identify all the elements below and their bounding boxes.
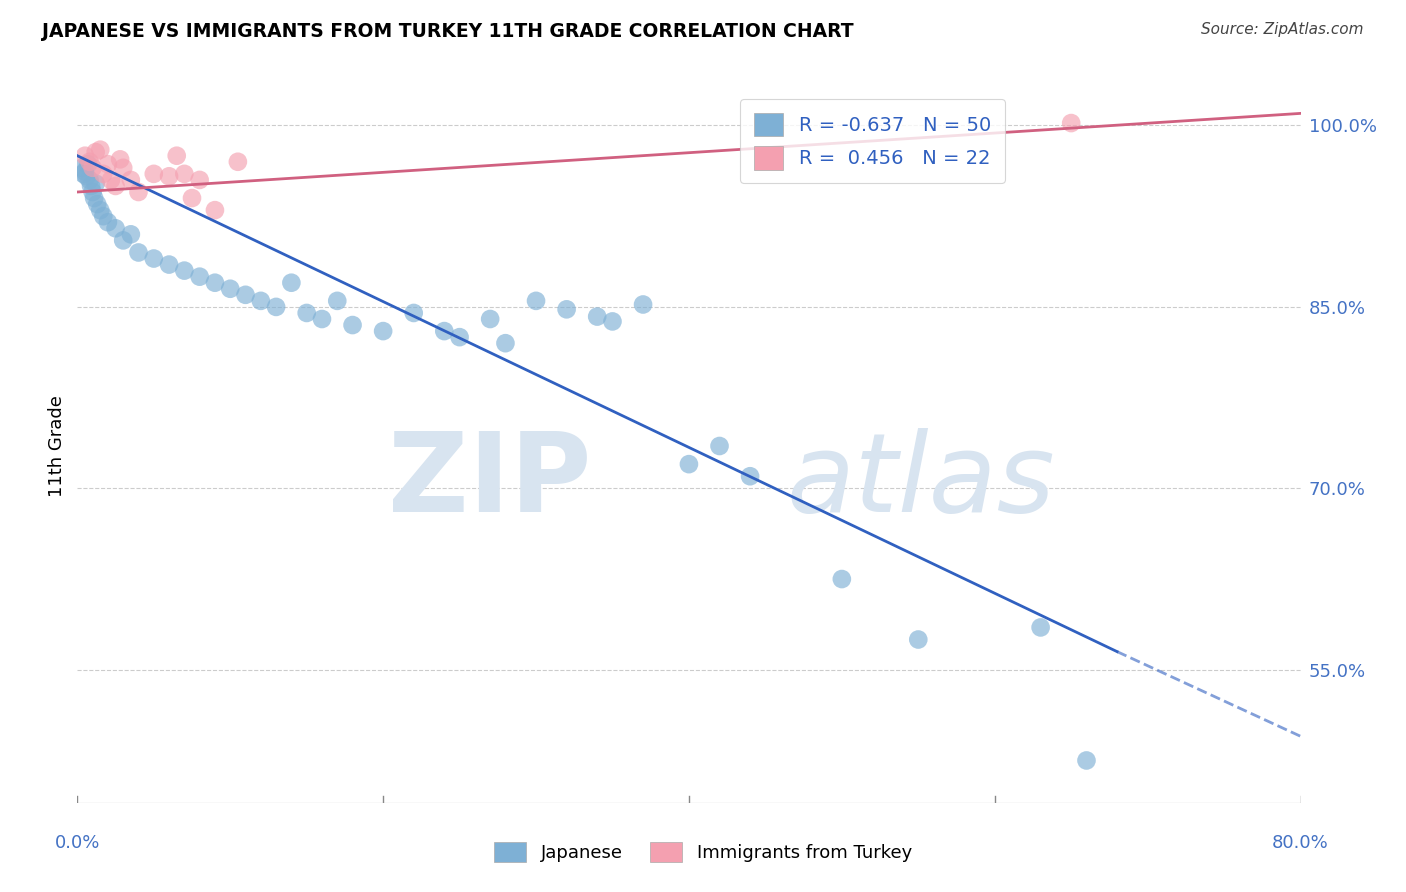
Text: ZIP: ZIP: [388, 428, 591, 535]
Text: atlas: atlas: [787, 428, 1056, 535]
Y-axis label: 11th Grade: 11th Grade: [48, 395, 66, 497]
Point: [1029, 620, 1052, 634]
Point: [173, 263, 195, 277]
Legend: R = -0.637   N = 50, R =  0.456   N = 22: R = -0.637 N = 50, R = 0.456 N = 22: [741, 99, 1004, 184]
Point: [84, 177, 107, 191]
Point: [73, 149, 96, 163]
Legend: Japanese, Immigrants from Turkey: Japanese, Immigrants from Turkey: [486, 834, 920, 870]
Point: [72, 167, 94, 181]
Point: [82, 185, 104, 199]
Point: [219, 282, 242, 296]
Point: [80, 178, 103, 193]
Point: [602, 314, 624, 328]
Point: [326, 293, 349, 308]
Point: [678, 457, 700, 471]
Point: [433, 324, 456, 338]
Point: [264, 300, 287, 314]
Point: [631, 297, 654, 311]
Point: [84, 145, 107, 160]
Point: [100, 173, 122, 187]
Point: [495, 336, 517, 351]
Point: [142, 252, 165, 266]
Point: [1060, 116, 1083, 130]
Point: [157, 258, 180, 272]
Point: [89, 203, 111, 218]
Point: [120, 227, 142, 242]
Point: [79, 154, 101, 169]
Point: [166, 149, 188, 163]
Point: [108, 153, 131, 167]
Text: Source: ZipAtlas.com: Source: ZipAtlas.com: [1201, 22, 1364, 37]
Point: [371, 324, 394, 338]
Point: [89, 143, 111, 157]
Point: [83, 191, 105, 205]
Point: [86, 197, 108, 211]
Point: [831, 572, 853, 586]
Text: 0.0%: 0.0%: [55, 834, 100, 852]
Text: 80.0%: 80.0%: [1272, 834, 1329, 852]
Point: [181, 191, 204, 205]
Point: [112, 161, 135, 175]
Point: [173, 167, 195, 181]
Point: [1076, 754, 1098, 768]
Point: [104, 178, 127, 193]
Point: [311, 312, 333, 326]
Point: [97, 157, 120, 171]
Point: [91, 209, 114, 223]
Point: [204, 276, 226, 290]
Point: [280, 276, 302, 290]
Point: [128, 185, 150, 199]
Point: [91, 167, 114, 181]
Point: [157, 169, 180, 184]
Point: [555, 302, 578, 317]
Point: [76, 169, 98, 184]
Point: [73, 164, 96, 178]
Point: [120, 173, 142, 187]
Point: [524, 293, 547, 308]
Point: [97, 215, 120, 229]
Point: [204, 203, 226, 218]
Point: [77, 157, 100, 171]
Text: JAPANESE VS IMMIGRANTS FROM TURKEY 11TH GRADE CORRELATION CHART: JAPANESE VS IMMIGRANTS FROM TURKEY 11TH …: [42, 22, 853, 41]
Point: [226, 154, 249, 169]
Point: [188, 173, 211, 187]
Point: [128, 245, 150, 260]
Point: [79, 173, 101, 187]
Point: [740, 469, 762, 483]
Point: [479, 312, 502, 326]
Point: [142, 167, 165, 181]
Point: [104, 221, 127, 235]
Point: [907, 632, 929, 647]
Point: [402, 306, 425, 320]
Point: [449, 330, 471, 344]
Point: [250, 293, 273, 308]
Point: [188, 269, 211, 284]
Point: [235, 288, 257, 302]
Point: [342, 318, 364, 332]
Point: [82, 161, 104, 175]
Point: [709, 439, 731, 453]
Point: [70, 161, 93, 175]
Point: [112, 233, 135, 247]
Point: [295, 306, 318, 320]
Point: [586, 310, 609, 324]
